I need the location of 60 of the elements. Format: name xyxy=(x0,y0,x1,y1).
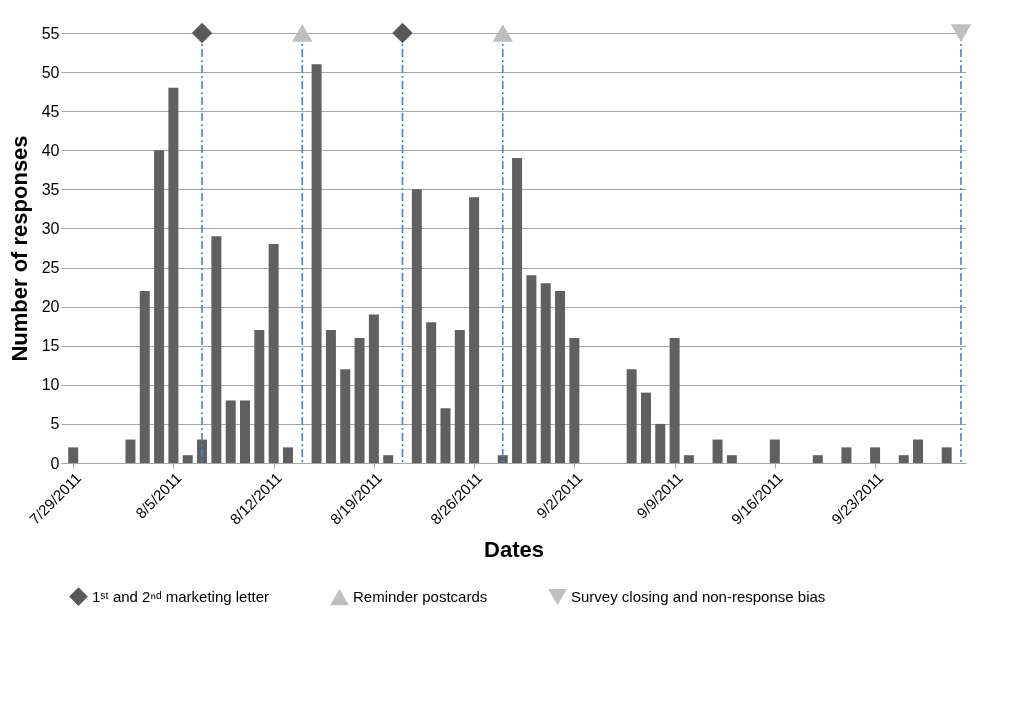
bar xyxy=(182,455,193,463)
x-axis-title: Dates xyxy=(484,536,544,562)
bar xyxy=(68,447,79,463)
bar xyxy=(440,408,451,463)
y-tick-label: 15 xyxy=(41,337,60,355)
y-tick-label: 10 xyxy=(41,376,60,394)
bar xyxy=(240,400,250,463)
bar xyxy=(454,330,465,463)
y-tick-label: 45 xyxy=(41,102,60,120)
bar xyxy=(325,330,336,463)
bar xyxy=(812,455,823,463)
bar xyxy=(769,439,780,463)
bar xyxy=(512,158,523,463)
legend-label: Survey closing and non-response bias xyxy=(571,588,826,606)
y-tick-label: 50 xyxy=(41,63,60,81)
bar xyxy=(154,150,165,463)
y-tick-label: 40 xyxy=(41,141,60,159)
bar xyxy=(254,330,265,463)
bar xyxy=(340,369,351,463)
bar xyxy=(526,275,537,463)
y-tick-label: 35 xyxy=(41,180,60,198)
y-tick-label: 30 xyxy=(41,219,60,237)
bar xyxy=(368,314,379,463)
bar xyxy=(841,447,852,463)
bar xyxy=(469,197,480,463)
bar xyxy=(941,447,952,463)
legend-label: 1ˢᵗ and 2ⁿᵈ marketing letter xyxy=(92,587,270,605)
bar xyxy=(669,337,680,463)
bar xyxy=(712,439,723,463)
bar xyxy=(411,189,422,463)
y-axis-title: Number of responses xyxy=(6,135,32,362)
bar xyxy=(540,283,551,463)
legend-label: Reminder postcards xyxy=(353,588,488,606)
bar xyxy=(626,369,637,463)
bar xyxy=(683,455,694,463)
bar xyxy=(311,64,322,463)
bar xyxy=(282,447,293,463)
bar xyxy=(569,337,580,463)
bar xyxy=(354,337,365,463)
bar xyxy=(139,291,150,463)
y-tick-label: 0 xyxy=(50,454,60,472)
bar xyxy=(913,439,924,463)
bar xyxy=(640,392,651,463)
bar xyxy=(211,236,222,463)
bar xyxy=(655,423,666,463)
bar xyxy=(726,455,737,463)
bar xyxy=(168,87,179,463)
bar xyxy=(870,447,881,463)
bar xyxy=(383,455,394,463)
bar xyxy=(125,439,136,463)
bar xyxy=(898,455,909,463)
y-tick-label: 25 xyxy=(41,259,60,277)
bar xyxy=(555,291,566,463)
bar xyxy=(268,244,279,463)
bar xyxy=(225,400,236,463)
y-tick-label: 20 xyxy=(41,298,60,316)
bar xyxy=(497,455,508,463)
bar xyxy=(426,322,437,463)
y-tick-label: 55 xyxy=(41,24,60,42)
y-tick-label: 5 xyxy=(50,415,60,433)
